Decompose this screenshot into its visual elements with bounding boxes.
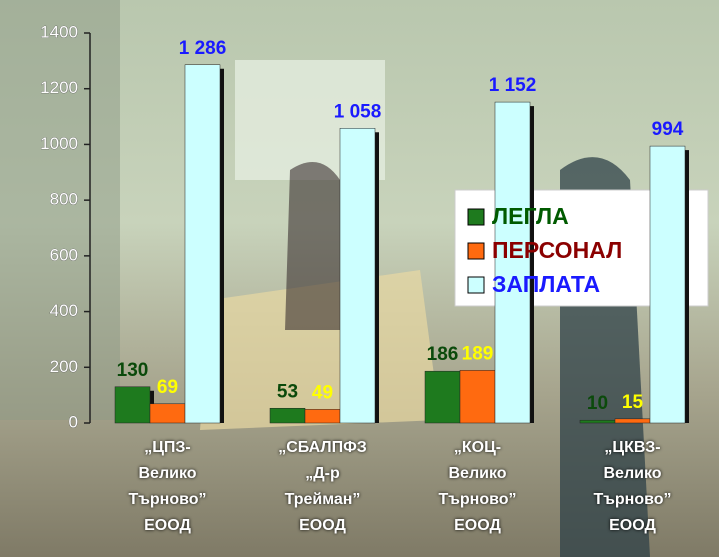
bar	[269, 407, 306, 424]
data-label: 49	[312, 382, 333, 403]
data-label: 130	[117, 360, 149, 381]
legend-label: ПЕРСОНАЛ	[492, 237, 622, 263]
data-label: 1 058	[334, 101, 382, 122]
bar	[184, 64, 221, 424]
y-tick-label: 400	[50, 301, 78, 320]
person	[285, 162, 345, 330]
x-tick-label-box: „ЦКВЗ- Велико Търново” ЕООД	[593, 439, 672, 534]
bar	[494, 101, 531, 424]
legend-label: ЛЕГЛА	[492, 203, 569, 229]
x-tick-label: „СБАЛПФЗ „Д-р Трейман” ЕООД	[278, 439, 367, 534]
y-tick-label: 1000	[40, 134, 78, 153]
x-tick-label: „КОЦ- Велико Търново” ЕООД	[438, 439, 517, 534]
bar	[304, 409, 341, 424]
bar	[459, 370, 496, 424]
data-label: 1 286	[179, 38, 227, 59]
bar	[149, 403, 186, 424]
legend-swatch	[467, 276, 485, 294]
y-tick-label: 800	[50, 190, 78, 209]
bar	[649, 145, 686, 424]
data-label: 186	[427, 344, 459, 365]
data-label: 15	[622, 392, 644, 413]
bar	[424, 370, 461, 424]
data-label: 10	[587, 393, 608, 414]
y-tick-label: 600	[50, 245, 78, 264]
legend-label: ЗАПЛАТА	[492, 271, 600, 297]
equipment	[0, 0, 120, 420]
data-label: 994	[652, 119, 684, 140]
bar	[339, 128, 376, 424]
bar	[114, 386, 151, 424]
data-label: 1 152	[489, 75, 537, 96]
y-tick-label: 1200	[40, 78, 78, 97]
legend-swatch	[467, 208, 485, 226]
data-label: 53	[277, 381, 298, 402]
x-tick-label-box: „ЦПЗ- Велико Търново” ЕООД	[128, 439, 207, 534]
data-label: 69	[157, 377, 178, 398]
y-tick-label: 200	[50, 357, 78, 376]
bed	[200, 270, 440, 430]
legend-swatch	[467, 242, 485, 260]
y-tick-label: 0	[69, 412, 78, 431]
data-label: 189	[462, 343, 494, 364]
x-tick-label: „ЦПЗ- Велико Търново” ЕООД	[128, 439, 207, 534]
x-tick-label-box: „КОЦ- Велико Търново” ЕООД	[438, 439, 517, 534]
bar	[614, 418, 651, 424]
x-tick-label: „ЦКВЗ- Велико Търново” ЕООД	[593, 439, 672, 534]
bar	[579, 419, 616, 424]
x-tick-label-box: „СБАЛПФЗ „Д-р Трейман” ЕООД	[278, 439, 367, 534]
y-tick-label: 1400	[40, 22, 78, 41]
